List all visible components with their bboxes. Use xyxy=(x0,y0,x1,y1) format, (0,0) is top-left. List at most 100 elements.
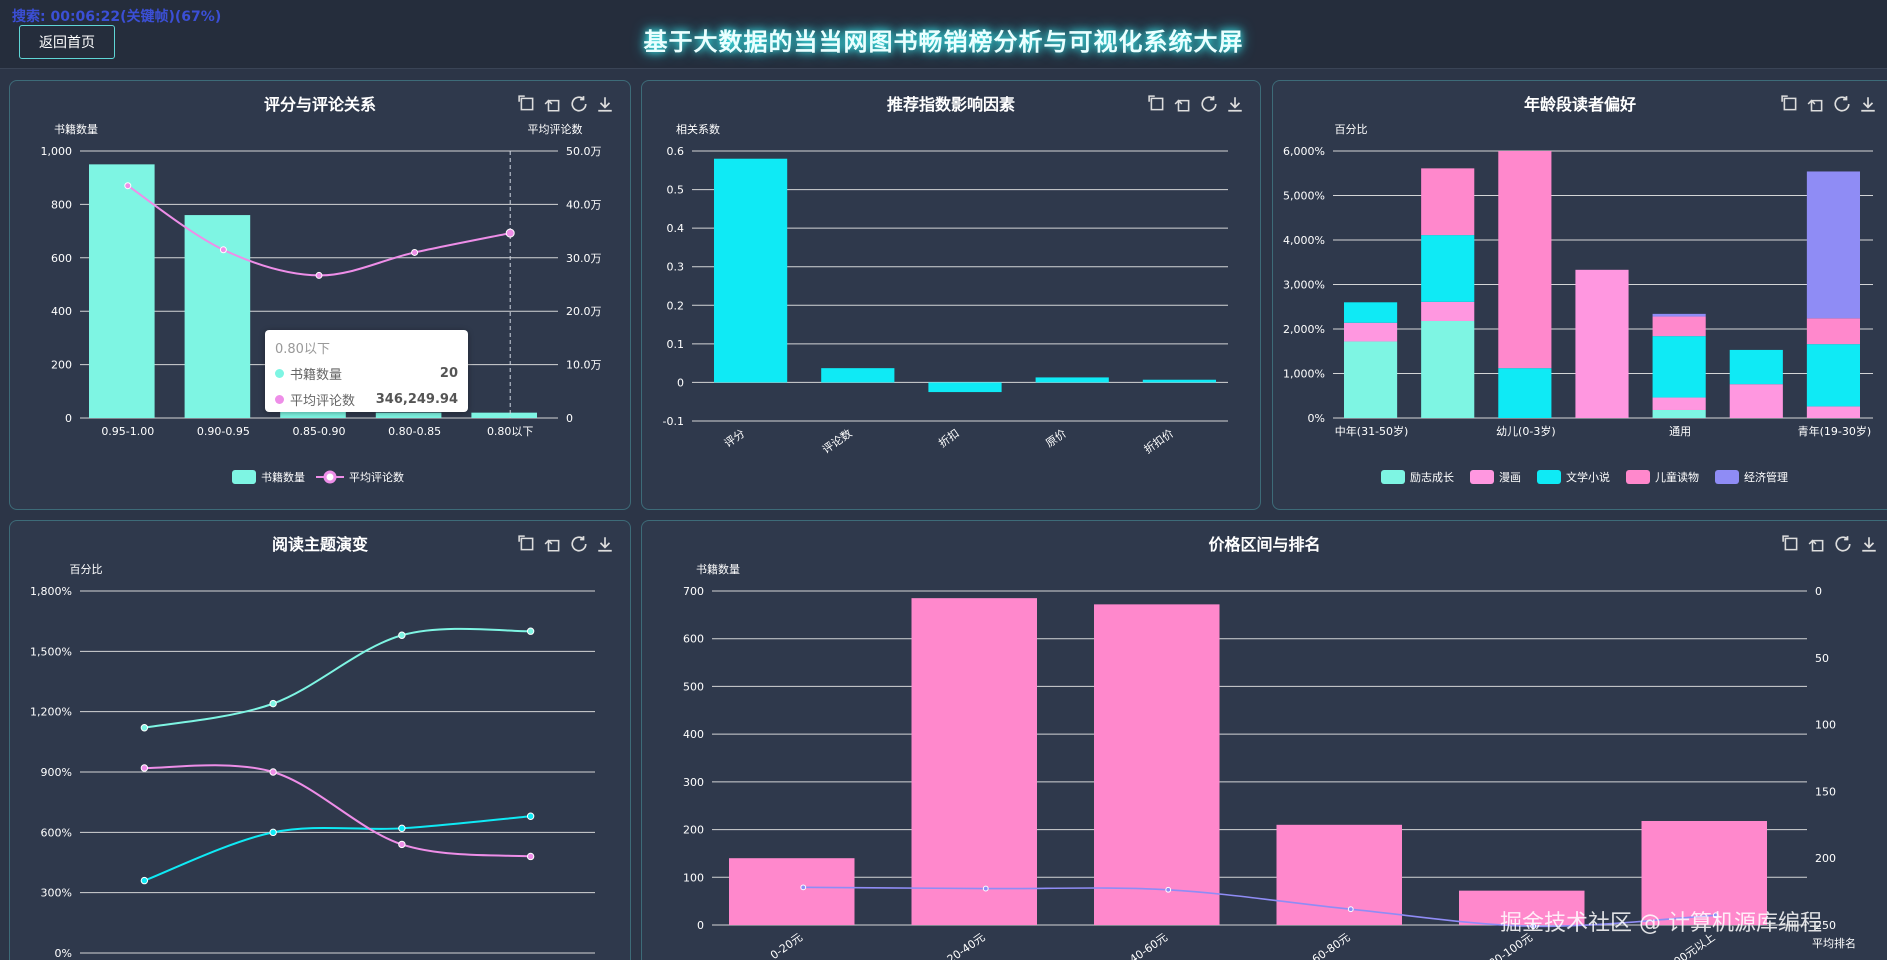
panel-toolbox xyxy=(518,95,614,113)
legend-label: 经济管理 xyxy=(1744,470,1788,484)
y-tick-label: 0.5 xyxy=(667,184,685,197)
y-tick-label: 0.3 xyxy=(667,261,685,274)
y-tick-label: 0 xyxy=(65,412,72,425)
bar-segment xyxy=(1344,341,1398,418)
line-point xyxy=(1347,906,1354,913)
y-axis-title: 百分比 xyxy=(1335,123,1368,136)
tooltip-dot xyxy=(275,395,284,404)
tooltip-row-name: 书籍数量 xyxy=(290,368,343,383)
download-icon[interactable] xyxy=(596,95,614,113)
y-tick-label: 0% xyxy=(55,947,72,960)
restore-icon[interactable] xyxy=(1834,535,1852,553)
series-line xyxy=(144,815,531,882)
y-right-tick-label: 20.0万 xyxy=(566,305,602,318)
y-tick-label: 0 xyxy=(677,376,684,389)
page-title: 基于大数据的当当网图书畅销榜分析与可视化系统大屏 xyxy=(643,28,1244,56)
bar-segment xyxy=(1575,269,1629,418)
download-icon[interactable] xyxy=(596,535,614,553)
x-tick-label: 0.80-0.85 xyxy=(388,425,441,438)
legend-swatch xyxy=(1715,470,1739,484)
zoom-reset-icon[interactable] xyxy=(544,95,562,113)
bar-segment xyxy=(1652,336,1706,398)
y-tick-label: 5,000% xyxy=(1283,190,1325,203)
tooltip-row: 书籍数量 20 xyxy=(275,364,458,383)
bar-segment xyxy=(1806,171,1860,319)
line-point xyxy=(982,885,989,892)
line-point xyxy=(526,852,535,861)
legend-swatch xyxy=(232,470,256,484)
bar xyxy=(471,412,537,418)
panel-title: 评分与评论关系 xyxy=(263,95,376,114)
restore-icon[interactable] xyxy=(570,95,588,113)
y-tick-label: 600% xyxy=(41,826,72,839)
download-icon[interactable] xyxy=(1226,95,1244,113)
legend-label: 平均评论数 xyxy=(349,470,404,484)
restore-icon[interactable] xyxy=(1833,95,1851,113)
legend-label: 文学小说 xyxy=(1566,470,1610,484)
y-right-tick-label: 100 xyxy=(1815,719,1836,732)
legend-swatch xyxy=(1537,470,1561,484)
line-point xyxy=(269,828,277,837)
zoom-icon[interactable] xyxy=(1148,95,1166,113)
panel-title: 阅读主题演变 xyxy=(271,535,368,554)
zoom-reset-icon[interactable] xyxy=(1174,95,1192,113)
zoom-reset-icon[interactable] xyxy=(1807,95,1825,113)
bar xyxy=(375,412,442,418)
x-tick-label: 60-80元 xyxy=(1310,931,1353,960)
zoom-icon[interactable] xyxy=(518,95,536,113)
line-point xyxy=(800,884,807,891)
y-tick-label: 0% xyxy=(1308,412,1325,425)
tooltip-row: 平均评论数 346,249.94 xyxy=(275,390,458,409)
y-tick-label: 1,800% xyxy=(30,585,72,598)
y-right-axis-title: 平均评论数 xyxy=(528,122,583,136)
watermark-text: 掘金技术社区 @ 计算机源库编程 xyxy=(1500,911,1822,936)
x-tick-label: 幼儿(0-3岁) xyxy=(1496,424,1556,438)
panel-theme-evolution: 阅读主题演变 0% 300% 600% 900% 1,200% 1,500% 1,800% 百… xyxy=(9,520,631,960)
bar-segment xyxy=(1806,344,1860,407)
y-right-tick-label: 0 xyxy=(566,412,573,425)
y-tick-label: 0.4 xyxy=(667,222,685,235)
zoom-icon[interactable] xyxy=(518,535,536,553)
zoom-icon[interactable] xyxy=(1782,535,1800,553)
line-point xyxy=(526,812,535,820)
y-tick-label: 300% xyxy=(41,887,72,900)
y-tick-label: 400 xyxy=(683,728,704,741)
panel-title: 价格区间与排名 xyxy=(1208,535,1321,554)
y-tick-label: 6,000% xyxy=(1283,145,1325,158)
zoom-icon[interactable] xyxy=(1781,95,1799,113)
panel-title: 推荐指数影响因素 xyxy=(886,95,1015,114)
restore-icon[interactable] xyxy=(1200,95,1218,113)
y-axis-title: 百分比 xyxy=(70,563,103,576)
zoom-reset-icon[interactable] xyxy=(1808,535,1826,553)
bar xyxy=(1035,377,1109,383)
bar-segment xyxy=(1729,384,1783,418)
bar-segment xyxy=(1421,301,1475,321)
x-tick-label: 0.80以下 xyxy=(487,425,534,438)
y-tick-label: 1,500% xyxy=(30,645,72,658)
chart-age-preference: 0% 1,000% 2,000% 3,000% 4,000% 5,000% 6,000% 百分… xyxy=(1283,123,1873,484)
download-icon[interactable] xyxy=(1860,535,1878,553)
panel-toolbox xyxy=(1781,95,1877,113)
bar-segment xyxy=(1652,409,1706,418)
restore-icon[interactable] xyxy=(570,535,588,553)
y-tick-label: 600 xyxy=(683,633,704,646)
zoom-reset-icon[interactable] xyxy=(544,535,562,553)
bar-segment xyxy=(1498,151,1552,369)
line-point xyxy=(315,271,323,279)
bar-segment xyxy=(1498,368,1552,418)
y-axis-title: 相关系数 xyxy=(676,122,720,136)
panel-toolbox xyxy=(518,535,614,553)
y-tick-label: 4,000% xyxy=(1283,234,1325,247)
panel-recommend-factors: 推荐指数影响因素 -0.1 0 0.1 0.2 0.3 0.4 0.5 0.6 相关系数 评分 评论… xyxy=(641,80,1261,510)
download-icon[interactable] xyxy=(1859,95,1877,113)
back-home-button[interactable]: 返回首页 xyxy=(19,25,115,59)
line-point xyxy=(411,248,419,256)
y-tick-label: 1,200% xyxy=(30,706,72,719)
legend-label: 漫画 xyxy=(1499,470,1521,484)
series-line xyxy=(144,627,531,729)
series-line xyxy=(803,886,1716,928)
bar-segment xyxy=(1806,406,1860,418)
top-bar xyxy=(0,0,1887,69)
x-tick-label: 通用 xyxy=(1669,425,1691,438)
